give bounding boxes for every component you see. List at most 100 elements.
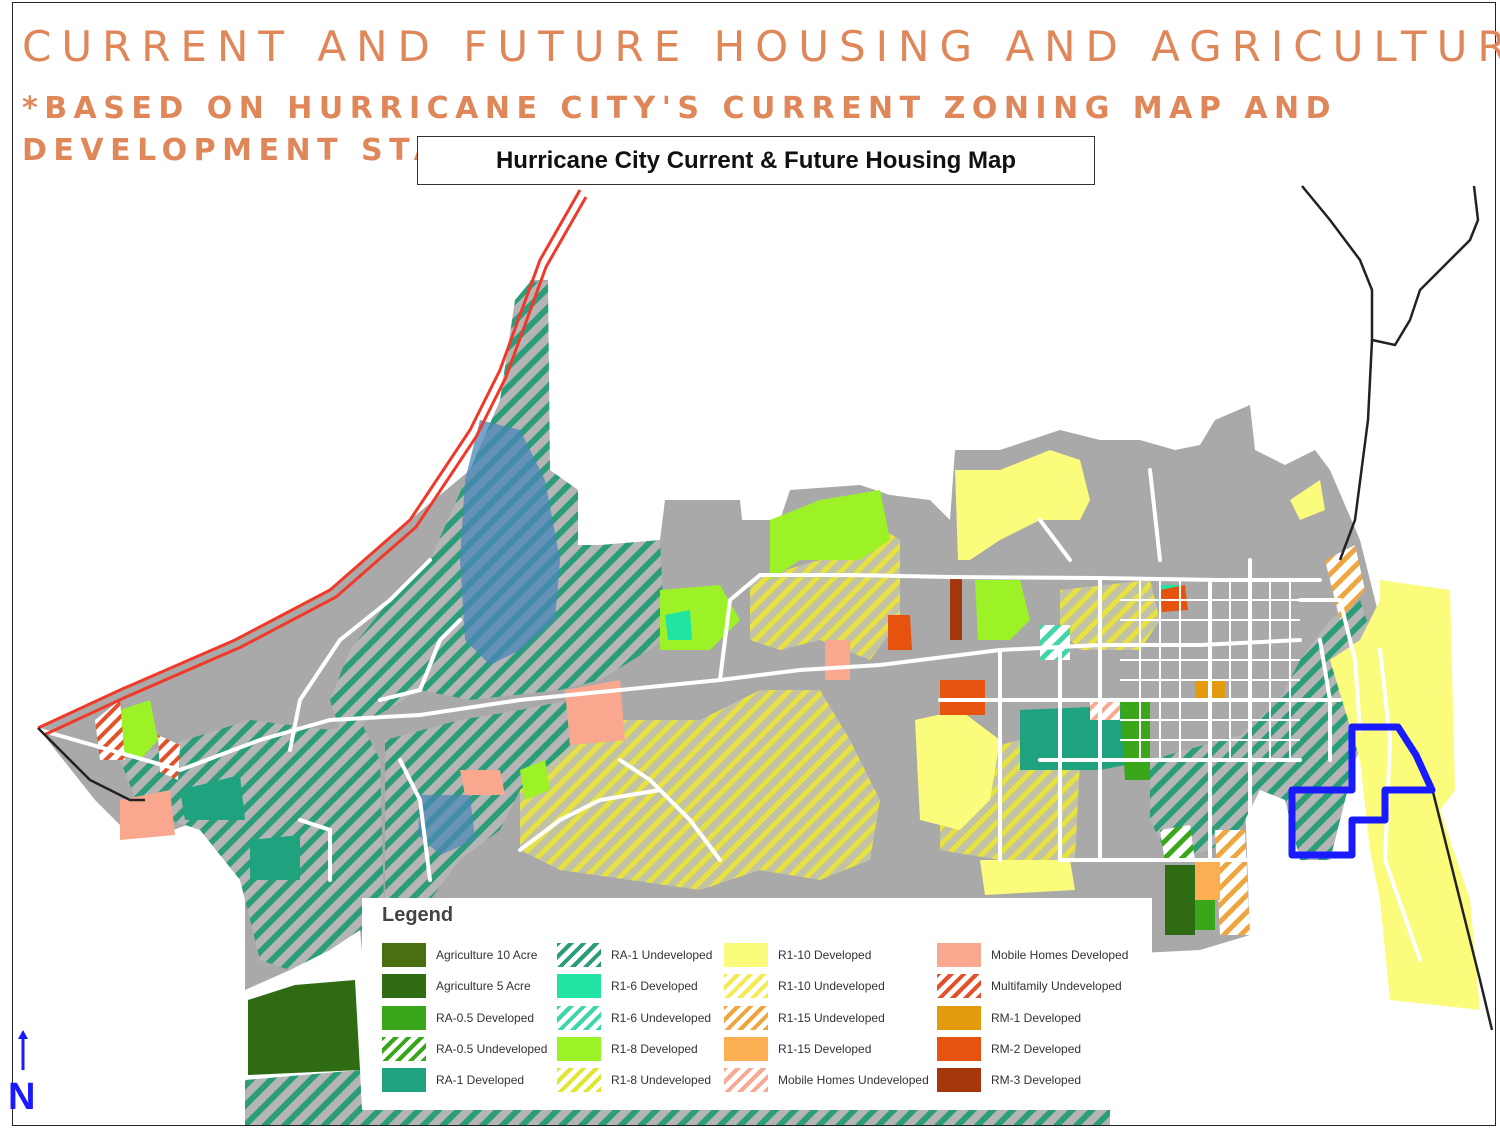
r1-15-developed [1195,860,1220,900]
legend-label: RA-0.5 Undeveloped [436,1042,548,1056]
legend-title: Legend [382,904,454,926]
r1-8-undeveloped-east [1060,580,1160,650]
north-label: N [8,1076,36,1118]
ra1-undeveloped-central [385,700,600,930]
map-frame [12,2,1496,1126]
r1-15-undeveloped-east [1325,545,1365,620]
reservoir-area [460,420,560,665]
legend-item: Agriculture 5 Acre [382,974,531,998]
r1-10-developed-south-2 [980,860,1075,895]
r1-8-developed-north [770,490,890,580]
legend-swatch [382,1037,426,1061]
mobile-homes-undeveloped [1090,700,1120,720]
r1-10-developed-north [955,450,1090,560]
legend-item: RA-0.5 Developed [382,1006,534,1030]
legend-label: R1-6 Undeveloped [611,1011,712,1025]
legend-item: Agriculture 10 Acre [382,943,537,967]
r1-6-developed-2 [665,610,692,640]
legend-swatch [724,1068,768,1092]
legend-label: RM-2 Developed [991,1042,1082,1056]
legend-swatch [557,974,601,998]
r1-8-developed-west [118,700,158,760]
legend-swatch [382,1006,426,1030]
mobile-homes-developed-west [120,790,175,840]
legend-swatch [382,943,426,967]
legend-label: Agriculture 10 Acre [436,948,538,962]
r1-15-undeveloped-south [1215,830,1250,935]
legend: Legend Agriculture 10 Acre Agriculture 5 … [362,898,1152,1110]
legend-swatch [937,1006,981,1030]
legend-swatch [724,943,768,967]
legend-item: RA-1 Undeveloped [557,943,712,967]
legend-item: RM-3 Developed [937,1068,1081,1092]
legend-item: RM-2 Developed [937,1037,1081,1061]
legend-item: R1-6 Undeveloped [557,1006,711,1030]
agriculture-5-acre [248,980,360,1075]
highlighted-parcel-outline [1288,723,1436,859]
legend-label: RA-0.5 Developed [436,1011,535,1025]
agriculture-5-acre-2 [1165,865,1195,935]
north-arrow: N [8,1030,38,1120]
legend-label: RA-1 Undeveloped [611,948,713,962]
legend-swatch [557,943,601,967]
legend-label: Mobile Homes Undeveloped [778,1073,929,1087]
legend-label: Multifamily Undeveloped [991,979,1122,993]
rm3-developed [950,578,962,640]
legend-swatch [557,1037,601,1061]
ra05-undeveloped [1160,825,1195,862]
r1-6-undeveloped [1040,625,1070,660]
legend-swatch [382,974,426,998]
map-title: Hurricane City Current & Future Housing … [495,146,1017,174]
legend-swatch [937,974,981,998]
mobile-homes-developed-2 [460,770,505,795]
multifamily-undeveloped-west [95,700,125,760]
legend-item: Mobile Homes Developed [937,943,1128,967]
legend-swatch [724,974,768,998]
r1-10-developed-south [915,710,1000,830]
black-road [37,185,1494,1031]
legend-label: R1-10 Developed [778,948,872,962]
legend-item: R1-15 Undeveloped [724,1006,885,1030]
legend-label: R1-6 Developed [611,979,698,993]
legend-item: R1-15 Developed [724,1037,871,1061]
r1-8-developed-sw [520,760,550,800]
r1-10-developed-east [1330,580,1480,1010]
legend-item: R1-8 Undeveloped [557,1068,711,1092]
ra1-developed-west [180,775,245,820]
legend-swatch [937,1068,981,1092]
legend-item: RM-1 Developed [937,1006,1081,1030]
legend-item: RA-0.5 Undeveloped [382,1037,547,1061]
legend-item: Mobile Homes Undeveloped [724,1068,929,1092]
legend-swatch [937,1037,981,1061]
legend-swatch [724,1037,768,1061]
legend-label: R1-8 Undeveloped [611,1073,712,1087]
legend-item: R1-6 Developed [557,974,698,998]
legend-item: R1-8 Developed [557,1037,698,1061]
legend-label: R1-10 Undeveloped [778,979,885,993]
mobile-homes-developed-center [565,680,625,745]
legend-item: Multifamily Undeveloped [937,974,1122,998]
north-arrow-icon [18,1030,28,1070]
legend-swatch [557,1006,601,1030]
ra1-developed-sw [250,835,300,880]
legend-swatch [724,1006,768,1030]
legend-label: R1-15 Undeveloped [778,1011,885,1025]
ra1-developed-south [1020,705,1150,770]
legend-label: R1-8 Developed [611,1042,698,1056]
r1-8-developed-mid [975,580,1030,640]
legend-swatch [937,943,981,967]
mobile-homes-developed-mid [825,640,850,680]
rm2-developed-1 [940,680,985,715]
legend-label: Agriculture 5 Acre [436,979,531,993]
legend-item: RA-1 Developed [382,1068,524,1092]
street-grid [1120,580,1300,760]
legend-label: Mobile Homes Developed [991,948,1129,962]
interstate-highway [37,189,588,737]
legend-label: RM-1 Developed [991,1011,1082,1025]
ra1-undeveloped-south-strip [245,1070,1110,1125]
legend-swatch [557,1068,601,1092]
map-title-box: Hurricane City Current & Future Housing … [417,136,1095,185]
main-title: CURRENT AND FUTURE HOUSING AND AGRICULTU… [22,22,1500,71]
reservoir-small [418,795,475,855]
